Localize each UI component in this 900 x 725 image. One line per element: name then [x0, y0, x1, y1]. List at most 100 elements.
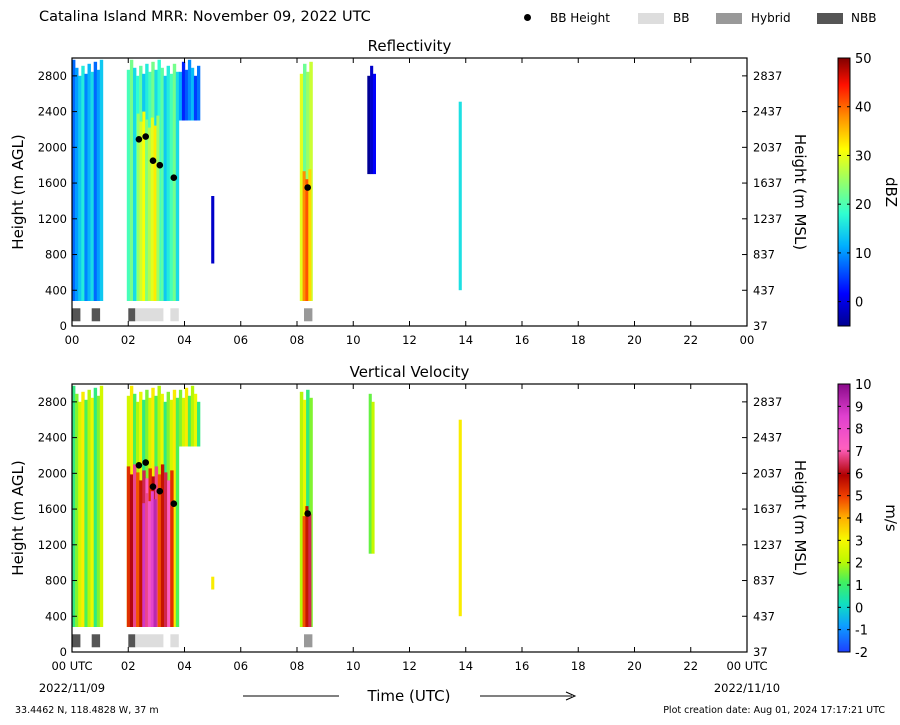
- x-tick-label: 04: [177, 333, 192, 347]
- echo-column: [75, 393, 79, 627]
- bb-height-point: [135, 462, 143, 469]
- colorbar-tick-label: 10: [855, 378, 872, 393]
- y-tick-label-right: 437: [753, 283, 775, 297]
- echo-column: [187, 395, 192, 447]
- x-tick-label: 06: [233, 333, 248, 347]
- echo-column: [84, 73, 88, 301]
- x-tick-label: 00 UTC: [51, 659, 92, 673]
- bb-height-point: [156, 161, 164, 169]
- echo-column: [87, 63, 91, 301]
- colorbar-tick-label: 6: [855, 467, 863, 482]
- x-tick-label: 00: [65, 333, 80, 347]
- colorbar-tick-label: 20: [855, 198, 872, 213]
- x-tick-label: 16: [515, 659, 530, 673]
- colorbar-tick-label: 40: [855, 101, 872, 116]
- echo-column: [302, 171, 306, 301]
- y-tick-label: 2400: [38, 431, 67, 445]
- classification-bar-bb: [170, 308, 179, 322]
- echo-column: [184, 69, 189, 121]
- colorbar-tick-label: 0: [855, 601, 863, 616]
- echo-column: [370, 65, 374, 175]
- echo-column: [75, 67, 79, 301]
- echo-column: [129, 474, 134, 627]
- echo-column: [93, 387, 98, 627]
- echo-column: [187, 59, 192, 121]
- echo-column: [458, 101, 462, 291]
- echo-column: [299, 73, 304, 301]
- x-tick-label: 20: [627, 659, 642, 673]
- y-tick-label: 1600: [38, 502, 67, 516]
- bb-height-point: [304, 184, 312, 191]
- classification-bar-hybrid: [304, 634, 313, 648]
- echo-column: [147, 127, 151, 301]
- echo-column: [153, 125, 157, 301]
- echo-column: [197, 401, 201, 447]
- y-tick-label: 1200: [38, 212, 67, 226]
- echo-column: [193, 75, 198, 121]
- y-tick-label: 800: [45, 248, 67, 262]
- colorbar-tick-label: 4: [855, 512, 863, 527]
- colorbar-label: dBZ: [882, 177, 900, 207]
- echo-column: [96, 69, 101, 301]
- echo-column: [175, 71, 180, 301]
- echo-column: [371, 401, 375, 554]
- legend-label: NBB: [851, 11, 877, 25]
- colorbar: [837, 57, 851, 327]
- x-tick-label: 12: [402, 333, 417, 347]
- echo-column: [129, 59, 134, 301]
- x-tick-label: 22: [683, 333, 698, 347]
- echo-column: [90, 397, 94, 627]
- echo-column: [136, 472, 140, 627]
- x-tick-label: 16: [515, 333, 530, 347]
- echo-column: [169, 73, 174, 301]
- colorbar-label: m/s: [882, 504, 900, 532]
- x-tick-label: 20: [627, 333, 642, 347]
- bb-height-point: [142, 133, 149, 140]
- legend-swatch: [638, 13, 664, 24]
- end-date-label: 2022/11/10: [714, 681, 780, 695]
- echo-column: [126, 69, 131, 301]
- y-tick-label-right: 37: [753, 645, 768, 659]
- legend-swatch: [817, 13, 843, 24]
- echo-column: [157, 474, 162, 627]
- y-tick-label: 0: [60, 319, 67, 333]
- x-tick-label: 00: [740, 333, 755, 347]
- classification-bar-bb: [135, 308, 164, 322]
- colorbar-tick-label: 8: [855, 423, 863, 438]
- x-tick-label: 14: [458, 659, 473, 673]
- echo-column: [302, 516, 306, 627]
- echo-column: [166, 65, 170, 301]
- y-tick-label-right: 1237: [753, 538, 782, 552]
- echo-column: [72, 385, 76, 627]
- echo-column: [305, 506, 309, 627]
- echo-column: [367, 75, 371, 175]
- echo-column: [181, 61, 186, 121]
- y-tick-label-right: 1237: [753, 212, 782, 226]
- time-axis-label: Time (UTC): [367, 687, 451, 705]
- page-title: Catalina Island MRR: November 09, 2022 U…: [39, 9, 371, 25]
- echo-column: [181, 397, 186, 447]
- legend-label: BB Height: [550, 11, 610, 25]
- echo-column: [93, 61, 98, 301]
- colorbar-tick-label: 2: [855, 557, 863, 572]
- y-tick-label: 2400: [38, 105, 67, 119]
- echo-column: [193, 393, 198, 447]
- y-tick-label-right: 837: [753, 248, 775, 262]
- echo-column: [81, 391, 85, 627]
- echo-column: [305, 179, 309, 301]
- echo-column: [167, 480, 171, 627]
- echo-column: [139, 121, 143, 301]
- bb-height-point: [149, 157, 157, 164]
- echo-column: [299, 391, 304, 627]
- echo-column: [99, 385, 104, 627]
- colorbar-tick-label: 0: [855, 296, 863, 311]
- echo-column: [170, 470, 174, 627]
- y-tick-label-right: 2437: [753, 431, 782, 445]
- y-tick-label: 1200: [38, 538, 67, 552]
- echo-column: [81, 65, 85, 301]
- colorbar-tick-label: 50: [855, 52, 872, 67]
- echo-column: [163, 75, 167, 301]
- colorbar-tick-label: 3: [855, 534, 863, 549]
- echo-layer: [72, 385, 462, 627]
